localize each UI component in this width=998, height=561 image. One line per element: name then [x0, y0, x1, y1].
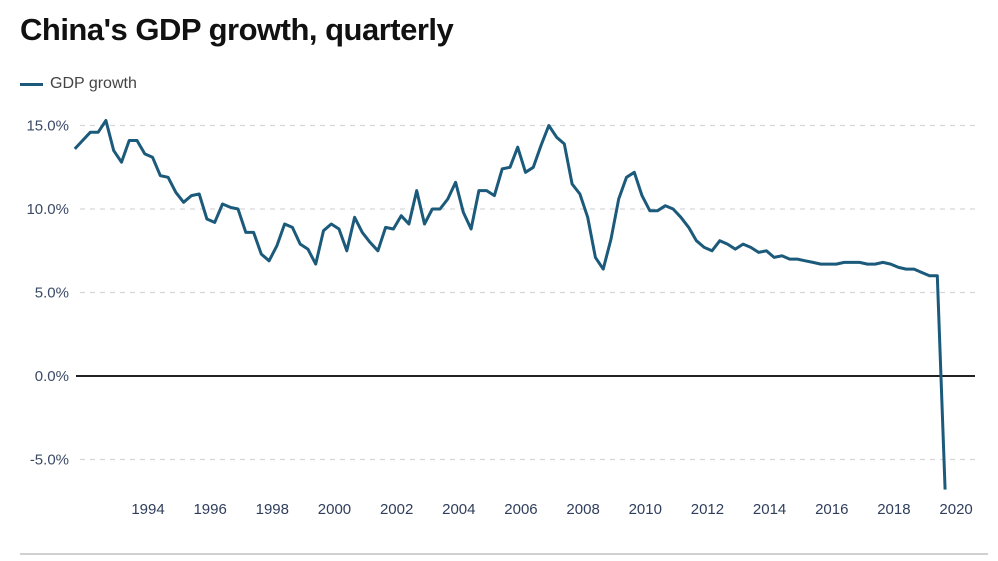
legend-label-gdp-growth: GDP growth [50, 75, 137, 92]
y-tick-label: 10.0% [26, 201, 69, 218]
x-tick-label: 1996 [193, 501, 226, 518]
y-tick-label: 5.0% [35, 285, 69, 302]
y-tick-label: 0.0% [35, 368, 69, 385]
y-tick-label: -5.0% [30, 452, 69, 469]
x-tick-label: 2016 [815, 501, 848, 518]
x-tick-label: 1998 [256, 501, 289, 518]
x-tick-label: 2010 [629, 501, 662, 518]
x-tick-label: 2012 [691, 501, 724, 518]
series-line-gdp-growth [73, 119, 947, 490]
gridlines [80, 124, 975, 461]
x-tick-label: 2014 [753, 501, 786, 518]
x-tick-label: 2020 [939, 501, 972, 518]
legend: GDP growth [20, 75, 137, 93]
x-tick-label: 2004 [442, 501, 475, 518]
y-tick-label: 15.0% [26, 118, 69, 135]
x-tick-label: 1994 [131, 501, 164, 518]
x-tick-label: 2002 [380, 501, 413, 518]
legend-swatch-gdp-growth [20, 82, 43, 86]
x-tick-label: 2006 [504, 501, 537, 518]
chart-title: China's GDP growth, quarterly [20, 12, 454, 47]
x-tick-label: 2000 [318, 501, 351, 518]
footer-divider [20, 553, 988, 555]
y-axis-ticks: 15.0% 10.0% 5.0% 0.0% -5.0% [26, 118, 69, 469]
x-tick-label: 2018 [877, 501, 910, 518]
x-tick-label: 2008 [566, 501, 599, 518]
x-axis-ticks: 1994 1996 1998 2000 2002 2004 2006 2008 2010 2012… [131, 501, 972, 518]
